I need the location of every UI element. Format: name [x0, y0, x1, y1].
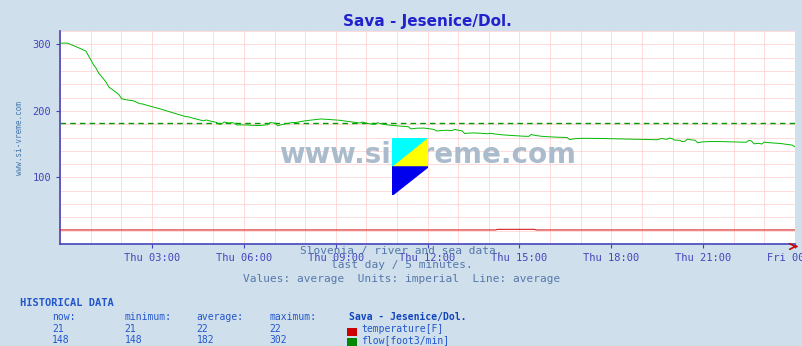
- Text: now:: now:: [52, 312, 75, 322]
- Polygon shape: [391, 138, 427, 167]
- Text: minimum:: minimum:: [124, 312, 172, 322]
- Text: 22: 22: [269, 324, 281, 334]
- Text: Values: average  Units: imperial  Line: average: Values: average Units: imperial Line: av…: [242, 274, 560, 284]
- Text: www.si-vreme.com: www.si-vreme.com: [15, 101, 24, 174]
- Text: www.si-vreme.com: www.si-vreme.com: [279, 140, 575, 169]
- Text: HISTORICAL DATA: HISTORICAL DATA: [20, 298, 114, 308]
- Title: Sava - Jesenice/Dol.: Sava - Jesenice/Dol.: [342, 13, 512, 29]
- Polygon shape: [391, 167, 427, 195]
- Text: maximum:: maximum:: [269, 312, 316, 322]
- Text: Slovenia / river and sea data.: Slovenia / river and sea data.: [300, 246, 502, 256]
- Text: 182: 182: [196, 335, 214, 345]
- Text: 148: 148: [124, 335, 142, 345]
- Text: flow[foot3/min]: flow[foot3/min]: [361, 335, 449, 345]
- Text: average:: average:: [196, 312, 244, 322]
- Text: 21: 21: [124, 324, 136, 334]
- Text: Sava - Jesenice/Dol.: Sava - Jesenice/Dol.: [349, 312, 466, 322]
- Polygon shape: [391, 138, 427, 167]
- Text: 22: 22: [196, 324, 209, 334]
- Text: 148: 148: [52, 335, 70, 345]
- Text: last day / 5 minutes.: last day / 5 minutes.: [330, 260, 472, 270]
- Text: temperature[F]: temperature[F]: [361, 324, 443, 334]
- Text: 21: 21: [52, 324, 64, 334]
- Text: 302: 302: [269, 335, 286, 345]
